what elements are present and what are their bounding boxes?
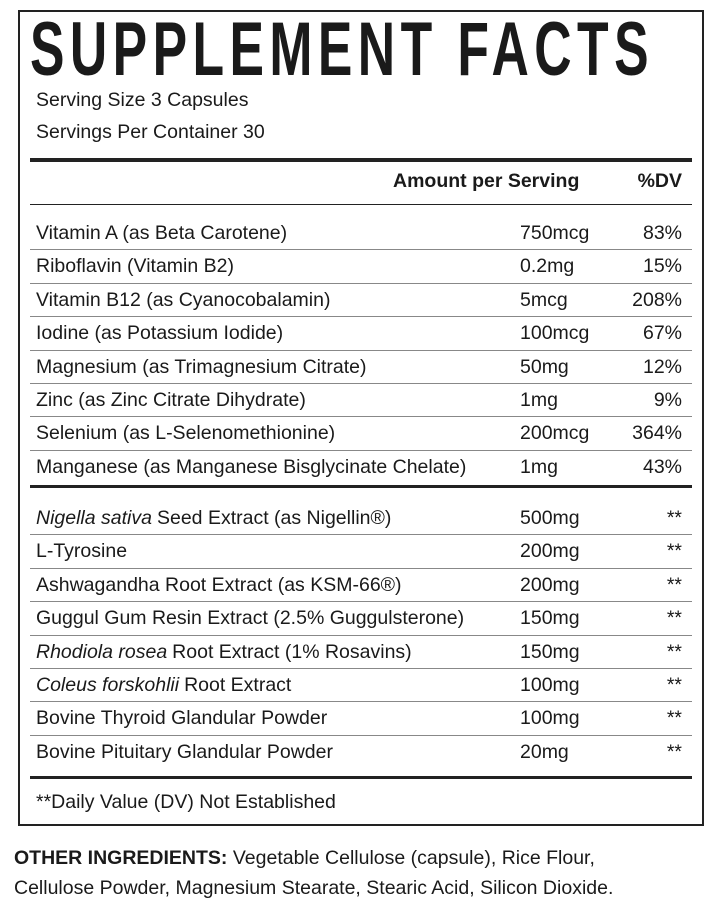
other-ingredients: OTHER INGREDIENTS: Vegetable Cellulose (…: [14, 843, 674, 903]
daily-value: 43%: [642, 455, 682, 478]
amount: 200mg: [520, 573, 580, 596]
amount: 1mg: [520, 455, 558, 478]
table-row: Selenium (as L-Selenomethionine) 200mcg 36…: [30, 417, 692, 451]
ingredient-name-italic: Rhodiola rosea: [36, 640, 168, 663]
column-header: Amount per Serving: [393, 170, 580, 192]
ingredient-name: Magnesium (as Trimagnesium Citrate): [36, 351, 367, 384]
ingredient-name: Ashwagandha Root Extract (as KSM-66®): [36, 569, 402, 602]
footnote: **Daily Value (DV) Not Established: [36, 791, 336, 813]
thick-rule: [30, 776, 692, 779]
daily-value: **: [666, 573, 682, 596]
ingredient-name-text: Bovine Thyroid Glandular Powder: [36, 707, 328, 730]
ingredient-name: Guggul Gum Resin Extract (2.5% Guggulste…: [36, 602, 464, 635]
serving-size: Serving Size 3 Capsules: [36, 89, 249, 111]
amount: 20mg: [520, 740, 569, 763]
ingredient-name-text: Zinc (as Zinc Citrate Dihydrate): [36, 389, 306, 411]
daily-value: 208%: [632, 288, 682, 311]
column-header: %DV: [637, 170, 682, 192]
ingredient-name-text: Ashwagandha Root Extract (as KSM-66®): [36, 573, 402, 596]
table-row: Bovine Pituitary Glandular Powder 20mg **: [30, 736, 692, 769]
ingredient-name: Manganese (as Manganese Bisglycinate Che…: [36, 451, 466, 484]
daily-value: 67%: [642, 322, 682, 345]
table-row: Iodine (as Potassium Iodide) 100mcg 67%: [30, 317, 692, 351]
title: SUPPLEMENT FACTS: [30, 7, 654, 92]
table-row: Guggul Gum Resin Extract (2.5% Guggulste…: [30, 602, 692, 636]
ingredient-name-text: Vitamin A (as Beta Carotene): [36, 222, 288, 244]
table-row: Bovine Thyroid Glandular Powder 100mg **: [30, 702, 692, 736]
table-row: Ashwagandha Root Extract (as KSM-66®) 200…: [30, 569, 692, 603]
ingredient-name: L-Tyrosine: [36, 535, 127, 568]
daily-value: **: [666, 640, 682, 663]
ingredient-name: Coleus forskohlii Root Extract: [36, 669, 291, 702]
amount: 50mg: [520, 355, 569, 378]
ingredient-name-text: Selenium (as L-Selenomethionine): [36, 422, 336, 445]
daily-value: **: [666, 707, 682, 730]
ingredient-name: Selenium (as L-Selenomethionine): [36, 417, 335, 450]
ingredient-name: Iodine (as Potassium Iodide): [36, 317, 283, 350]
ingredient-name: Vitamin B12 (as Cyanocobalamin): [36, 284, 330, 317]
other-ingredients-text: Vegetable Cellulose (capsule), Rice Flou…: [14, 847, 614, 899]
ingredient-name-text: Guggul Gum Resin Extract (2.5% Guggulste…: [36, 607, 465, 630]
ingredient-name-text: Root Extract: [184, 674, 292, 696]
ingredient-name-text: Root Extract (1% Rosavins): [172, 640, 412, 663]
amount: 500mg: [520, 507, 580, 529]
amount: 200mcg: [520, 422, 590, 445]
servings-per-container: Servings Per Container 30: [36, 121, 265, 143]
amount: 100mg: [520, 674, 580, 696]
thick-rule: [30, 485, 692, 488]
facts-box: [18, 10, 704, 826]
thin-rule: [30, 204, 692, 205]
table-row: Vitamin B12 (as Cyanocobalamin) 5mcg 208%: [30, 284, 692, 318]
ingredient-name-italic: Coleus forskohlii: [36, 674, 180, 696]
daily-value: **: [666, 740, 682, 763]
amount: 5mcg: [520, 288, 568, 311]
ingredient-name: Bovine Thyroid Glandular Powder: [36, 702, 327, 735]
table-row: Rhodiola rosea Root Extract (1% Rosavins)…: [30, 636, 692, 669]
table-row: Vitamin A (as Beta Carotene) 750mcg 83%: [30, 217, 692, 251]
table-row: L-Tyrosine 200mg **: [30, 535, 692, 569]
amount: 0.2mg: [520, 255, 575, 278]
table-row: Magnesium (as Trimagnesium Citrate) 50mg 1…: [30, 351, 692, 384]
daily-value: 83%: [642, 222, 682, 244]
amount: 1mg: [520, 389, 558, 411]
daily-value: **: [666, 674, 682, 696]
ingredient-name: Vitamin A (as Beta Carotene): [36, 217, 287, 250]
ingredient-name-text: Vitamin B12 (as Cyanocobalamin): [36, 288, 331, 311]
daily-value: 12%: [642, 355, 682, 378]
ingredient-name: Bovine Pituitary Glandular Powder: [36, 736, 333, 769]
ingredient-name-text: Riboflavin (Vitamin B2): [36, 255, 234, 278]
ingredient-name: Riboflavin (Vitamin B2): [36, 250, 234, 283]
table-row: Manganese (as Manganese Bisglycinate Che…: [30, 451, 692, 484]
amount: 150mg: [520, 607, 580, 630]
ingredient-name-text: L-Tyrosine: [36, 540, 128, 563]
amount: 100mg: [520, 707, 580, 730]
ingredient-name-italic: Nigella sativa: [36, 507, 152, 529]
thick-rule: [30, 158, 692, 162]
ingredient-name-text: Iodine (as Potassium Iodide): [36, 322, 284, 345]
ingredient-name: Zinc (as Zinc Citrate Dihydrate): [36, 384, 306, 417]
ingredient-name-text: Magnesium (as Trimagnesium Citrate): [36, 355, 367, 378]
ingredient-name-text: Bovine Pituitary Glandular Powder: [36, 740, 333, 763]
table-row: Nigella sativa Seed Extract (as Nigellin®…: [30, 502, 692, 536]
daily-value: **: [666, 507, 682, 529]
amount: 100mcg: [520, 322, 590, 345]
ingredient-name: Rhodiola rosea Root Extract (1% Rosavins): [36, 636, 412, 669]
ingredient-name-text: Manganese (as Manganese Bisglycinate Che…: [36, 455, 467, 478]
daily-value: **: [666, 540, 682, 563]
daily-value: 15%: [642, 255, 682, 278]
ingredient-name-text: Seed Extract (as Nigellin®): [156, 507, 392, 529]
daily-value: 364%: [632, 422, 682, 445]
amount: 150mg: [520, 640, 580, 663]
amount: 200mg: [520, 540, 580, 563]
table-row: Zinc (as Zinc Citrate Dihydrate) 1mg 9%: [30, 384, 692, 418]
daily-value: **: [666, 607, 682, 630]
daily-value: 9%: [653, 389, 682, 411]
amount: 750mcg: [520, 222, 590, 244]
other-ingredients-label: OTHER INGREDIENTS:: [14, 847, 228, 869]
table-row: Riboflavin (Vitamin B2) 0.2mg 15%: [30, 250, 692, 284]
table-row: Coleus forskohlii Root Extract 100mg **: [30, 669, 692, 703]
ingredient-name: Nigella sativa Seed Extract (as Nigellin®…: [36, 502, 391, 535]
